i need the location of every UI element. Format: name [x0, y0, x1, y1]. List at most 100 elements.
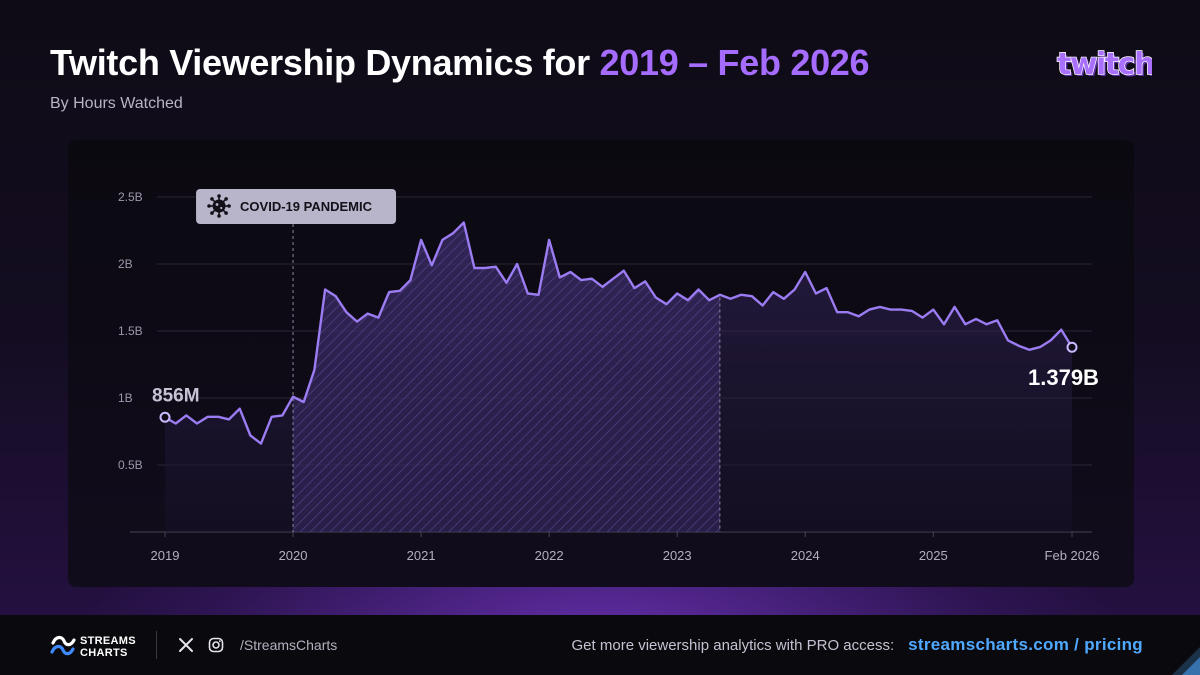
brand-line-2: CHARTS: [80, 647, 128, 659]
page-title: Twitch Viewership Dynamics for 2019 – Fe…: [50, 42, 870, 84]
x-tick-label: Feb 2026: [1045, 548, 1100, 563]
title-accent: 2019 – Feb 2026: [599, 42, 870, 83]
virus-icon: [207, 194, 231, 218]
end-point-marker: [1066, 341, 1078, 353]
data-point: [217, 416, 219, 418]
promo-text: Get more viewership analytics with PRO a…: [571, 637, 895, 654]
data-point: [1060, 328, 1062, 330]
data-point: [324, 288, 326, 290]
data-point: [932, 308, 934, 310]
data-point: [996, 319, 998, 321]
data-point: [964, 323, 966, 325]
data-point: [441, 239, 443, 241]
x-tick-label: 2020: [279, 548, 308, 563]
chart: 0.5B 1B 1.5B 2B 2.5B 2019 2020 2021 2022 2023 2024…: [118, 189, 1100, 563]
streamscharts-logo[interactable]: STREAMS CHARTS: [50, 631, 150, 661]
data-point: [900, 308, 902, 310]
covid-annotation-label: COVID-19 PANDEMIC: [240, 199, 373, 214]
data-point: [174, 422, 176, 424]
data-point: [559, 276, 561, 278]
data-point: [868, 308, 870, 310]
data-point: [761, 304, 763, 306]
data-point: [697, 288, 699, 290]
data-point: [271, 416, 273, 418]
data-point: [772, 291, 774, 293]
data-point: [399, 290, 401, 292]
data-point: [377, 316, 379, 318]
x-tick-label: 2019: [151, 548, 180, 563]
y-tick-label: 0.5B: [118, 458, 143, 472]
data-point: [889, 308, 891, 310]
data-point: [335, 295, 337, 297]
end-value-label: 1.379B: [1028, 365, 1099, 390]
data-point: [857, 315, 859, 317]
instagram-icon[interactable]: [208, 637, 224, 653]
data-point: [825, 287, 827, 289]
twitch-logo: twitch twitch: [1056, 46, 1152, 84]
x-tick-label: 2021: [407, 548, 436, 563]
covid-period-area: [293, 222, 720, 532]
start-point-marker: [159, 411, 171, 423]
data-point: [676, 292, 678, 294]
data-point: [921, 316, 923, 318]
data-point: [473, 267, 475, 269]
pricing-link[interactable]: streamscharts.com / pricing: [908, 635, 1143, 654]
data-point: [206, 416, 208, 418]
data-point: [1007, 339, 1009, 341]
data-point: [751, 295, 753, 297]
data-point: [238, 408, 240, 410]
brand-line-1: STREAMS: [80, 635, 136, 647]
data-point: [420, 239, 422, 241]
data-point: [612, 278, 614, 280]
svg-text:twitch: twitch: [1057, 47, 1152, 82]
data-point: [527, 292, 529, 294]
social-handle[interactable]: /StreamsCharts: [240, 637, 338, 653]
data-point: [719, 294, 721, 296]
data-point: [516, 263, 518, 265]
page-subtitle: By Hours Watched: [50, 95, 183, 112]
data-point: [260, 442, 262, 444]
data-point: [644, 280, 646, 282]
data-point: [1039, 346, 1041, 348]
x-tick-label: 2025: [919, 548, 948, 563]
data-point: [591, 278, 593, 280]
data-point: [708, 299, 710, 301]
data-point: [879, 306, 881, 308]
footer: STREAMS CHARTS /StreamsCharts Get more v…: [0, 615, 1200, 675]
data-point: [484, 267, 486, 269]
start-value-label: 856M: [152, 385, 200, 406]
data-point: [1049, 339, 1051, 341]
data-point: [665, 303, 667, 305]
data-point: [687, 299, 689, 301]
data-point: [601, 286, 603, 288]
data-point: [548, 239, 550, 241]
data-point: [313, 369, 315, 371]
data-point: [655, 296, 657, 298]
data-point: [580, 279, 582, 281]
y-tick-label: 2.5B: [118, 190, 143, 204]
x-tick-label: 2022: [535, 548, 564, 563]
data-point: [783, 298, 785, 300]
y-tick-label: 2B: [118, 257, 133, 271]
data-point: [495, 265, 497, 267]
data-point: [356, 320, 358, 322]
data-point: [953, 306, 955, 308]
data-point: [292, 395, 294, 397]
corner-decoration: [1172, 647, 1200, 675]
data-point: [804, 271, 806, 273]
data-point: [185, 414, 187, 416]
covid-annotation: COVID-19 PANDEMIC: [196, 189, 397, 224]
data-point: [388, 291, 390, 293]
data-point: [409, 279, 411, 281]
data-point: [196, 422, 198, 424]
x-icon[interactable]: [178, 637, 194, 653]
data-point: [623, 270, 625, 272]
data-point: [505, 282, 507, 284]
data-point: [943, 323, 945, 325]
data-point: [569, 271, 571, 273]
y-tick-label: 1.5B: [118, 324, 143, 338]
data-point: [452, 232, 454, 234]
svg-text:twitch: twitch: [1059, 49, 1152, 84]
data-point: [815, 292, 817, 294]
data-point: [729, 298, 731, 300]
